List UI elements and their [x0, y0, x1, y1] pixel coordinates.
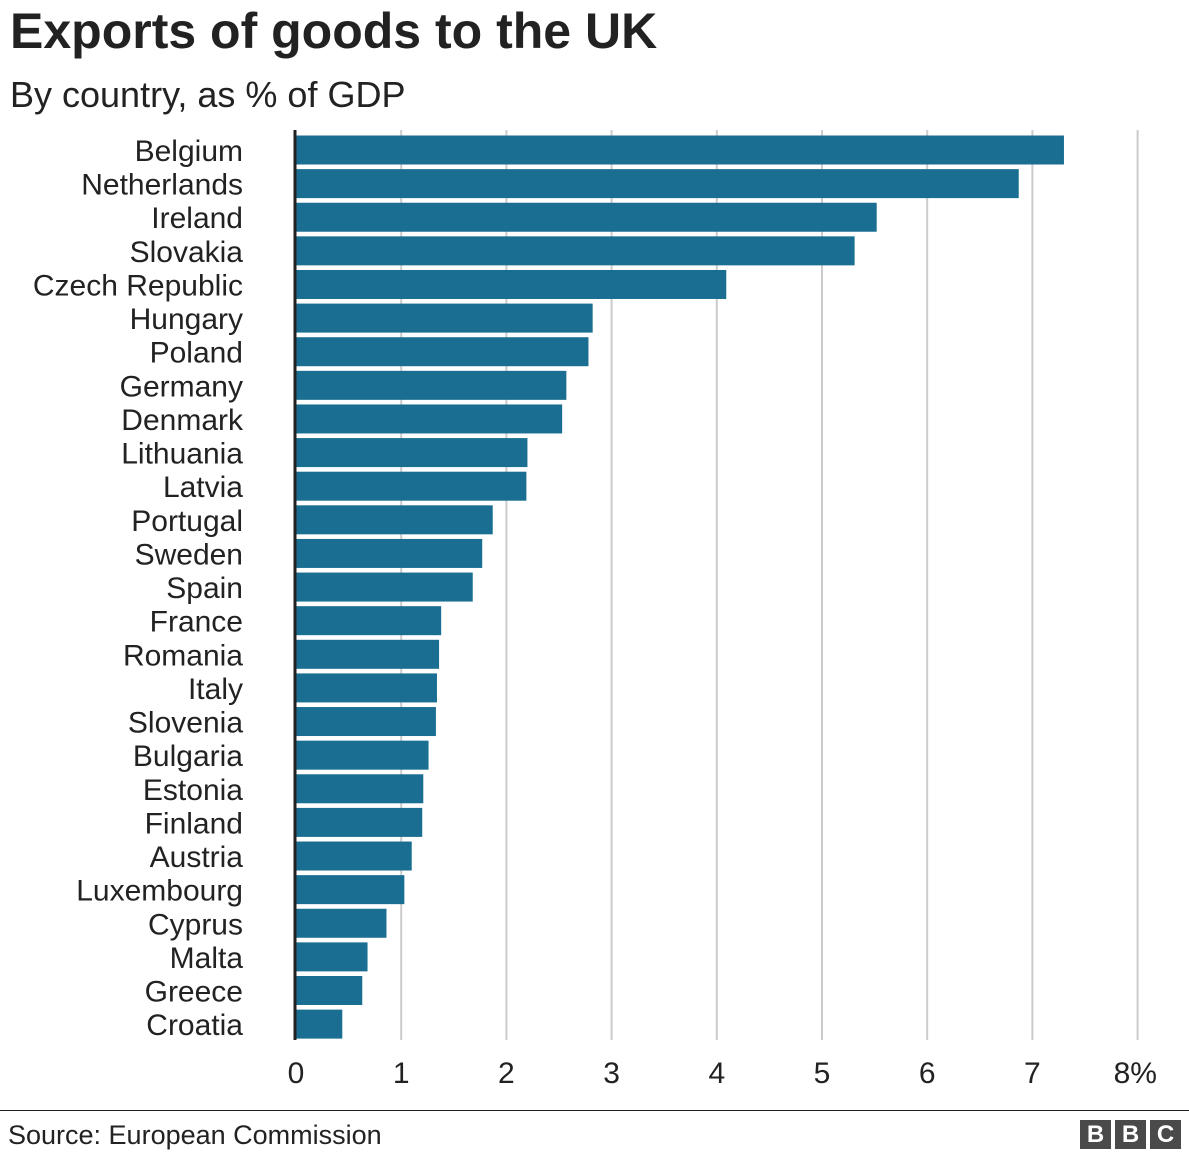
bar: [296, 135, 1064, 165]
category-label: Estonia: [143, 774, 243, 807]
x-tick-label: 3: [603, 1057, 620, 1090]
bar: [296, 1009, 343, 1039]
bars: [296, 135, 1064, 1039]
category-label: Latvia: [163, 471, 243, 504]
bar: [296, 707, 436, 737]
category-label: Croatia: [146, 1009, 243, 1042]
bar: [296, 639, 440, 669]
bar: [296, 169, 1019, 199]
category-label: Cyprus: [148, 908, 243, 941]
category-label: Hungary: [130, 303, 243, 336]
x-tick-label: 8%: [1114, 1057, 1157, 1090]
bar: [296, 337, 589, 367]
bar: [296, 942, 368, 972]
bar: [296, 606, 442, 636]
chart-title: Exports of goods to the UK: [10, 3, 658, 59]
x-tick-label: 1: [393, 1057, 410, 1090]
category-label: Belgium: [135, 135, 243, 168]
x-tick-label: 2: [498, 1057, 515, 1090]
category-label: Ireland: [151, 202, 243, 235]
bar: [296, 404, 563, 434]
bar: [296, 471, 527, 501]
x-tick-label: 4: [708, 1057, 725, 1090]
bar: [296, 202, 877, 232]
bar: [296, 841, 412, 871]
bar: [296, 908, 387, 938]
logo-letter: C: [1150, 1120, 1181, 1149]
category-label: Bulgaria: [133, 740, 243, 773]
bar: [296, 303, 593, 333]
x-tick-label: 6: [919, 1057, 936, 1090]
category-label: Greece: [145, 976, 243, 1009]
bar: [296, 740, 429, 770]
bar: [296, 807, 423, 837]
category-label: Germany: [120, 370, 243, 403]
bar: [296, 875, 405, 905]
bar: [296, 505, 493, 535]
bar: [296, 976, 363, 1005]
category-label: Netherlands: [81, 169, 243, 202]
x-tick-label: 0: [288, 1057, 305, 1090]
category-label: Spain: [166, 572, 243, 605]
category-label: Portugal: [131, 505, 243, 538]
category-label: Denmark: [121, 404, 244, 437]
category-label: France: [150, 606, 243, 639]
logo-letter: B: [1080, 1120, 1111, 1149]
category-label: Slovakia: [130, 236, 244, 269]
bar: [296, 774, 424, 804]
category-label: Lithuania: [121, 438, 243, 471]
bar: [296, 438, 528, 468]
bar: [296, 673, 437, 703]
category-label: Malta: [170, 942, 244, 975]
x-tick-label: 5: [814, 1057, 831, 1090]
category-label: Czech Republic: [33, 269, 243, 302]
bar: [296, 572, 473, 602]
bbc-logo: B B C: [1080, 1120, 1181, 1149]
category-label: Luxembourg: [76, 875, 243, 908]
bar: [296, 370, 567, 400]
bar: [296, 236, 855, 266]
category-label: Austria: [150, 841, 244, 874]
category-label: Slovenia: [128, 707, 243, 740]
x-axis-ticks: 0 1 2 3 4 5 6 7 8%: [288, 1057, 1157, 1090]
category-label: Poland: [150, 337, 243, 370]
category-label: Finland: [145, 807, 243, 840]
chart-subtitle: By country, as % of GDP: [10, 74, 406, 115]
category-label: Sweden: [135, 538, 243, 571]
footer-divider: [0, 1110, 1189, 1111]
x-tick-label: 7: [1024, 1057, 1041, 1090]
gridlines: [400, 130, 1139, 1040]
bar: [296, 538, 483, 568]
bar: [296, 269, 727, 299]
source-note: Source: European Commission: [8, 1120, 382, 1150]
category-label: Romania: [123, 639, 243, 672]
logo-letter: B: [1115, 1120, 1146, 1149]
category-label: Italy: [188, 673, 243, 706]
